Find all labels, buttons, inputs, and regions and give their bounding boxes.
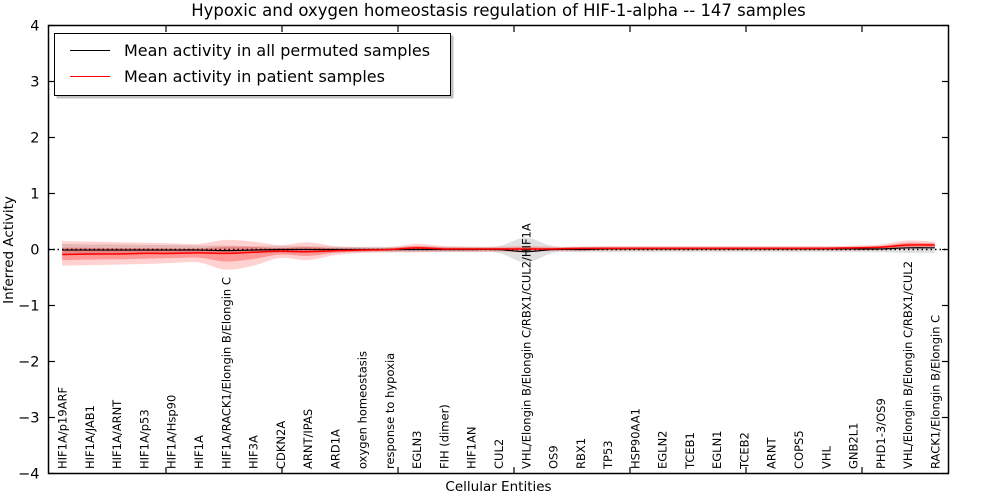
entity-label: oxygen homeostasis: [356, 351, 370, 469]
patient-line-swatch: [70, 76, 110, 78]
entity-label: EGLN2: [656, 430, 670, 469]
y-tick-label: 3: [30, 75, 39, 91]
entity-label: GNB2L1: [847, 423, 861, 469]
entity-label: OS9: [547, 445, 561, 469]
y-tick-label: 0: [30, 243, 39, 259]
y-tick-label: −4: [18, 467, 39, 483]
entity-label: HIF1A: [192, 435, 206, 469]
entity-label: TCEB1: [683, 432, 697, 470]
entity-label: HSP90AA1: [628, 408, 642, 469]
legend-item-permuted: Mean activity in all permuted samples: [55, 41, 450, 60]
entity-label: CUL2: [492, 439, 506, 469]
entity-label: VHL: [819, 445, 833, 469]
band-patient-inner: [62, 242, 935, 262]
series-line-patient: [62, 244, 935, 256]
legend-item-patient: Mean activity in patient samples: [55, 67, 450, 86]
entity-label: HIF3A: [247, 435, 261, 469]
legend: Mean activity in all permuted samples Me…: [54, 33, 451, 96]
entity-label: ARNT/IPAS: [301, 409, 315, 469]
y-tick-label: −3: [18, 411, 39, 427]
legend-label-patient: Mean activity in patient samples: [124, 67, 385, 87]
chart-title: Hypoxic and oxygen homeostasis regulatio…: [191, 1, 806, 20]
entity-label: RACK1/Elongin B/Elongin C: [928, 315, 942, 469]
entity-label: VHL/Elongin B/Elongin C/RBX1/CUL2: [901, 261, 915, 469]
permuted-line-swatch: [70, 49, 110, 51]
entity-label: VHL/Elongin B/Elongin C/RBX1/CUL2/HIF1A: [519, 223, 533, 469]
y-tick-label: −2: [18, 355, 39, 371]
entity-label: HIF1A/RACK1/Elongin B/Elongin C: [219, 277, 233, 469]
entity-label: HIF1A/p53: [137, 409, 151, 469]
entity-label: response to hypoxia: [383, 353, 397, 469]
entity-label: ARD1A: [328, 429, 342, 469]
entity-label: RBX1: [574, 438, 588, 469]
entity-label: CDKN2A: [274, 421, 288, 469]
entity-label: HIF1A/Hsp90: [165, 395, 179, 469]
entity-label: ARNT: [765, 437, 779, 469]
y-tick-label: 2: [30, 131, 39, 147]
entity-label: TCEB2: [737, 432, 751, 470]
entity-label: EGLN3: [410, 430, 424, 469]
y-tick-label: −1: [18, 299, 39, 315]
entity-label: TP53: [601, 440, 615, 470]
legend-label-permuted: Mean activity in all permuted samples: [124, 40, 431, 60]
x-axis-label: Cellular Entities: [445, 479, 552, 495]
entity-label: EGLN1: [710, 430, 724, 469]
entity-label: COPS5: [792, 430, 806, 469]
entity-label: HIF1A/ARNT: [110, 399, 124, 469]
entity-label: HIF1AN: [465, 427, 479, 469]
y-tick-label: 1: [30, 187, 39, 203]
band-patient-outer: [62, 239, 935, 270]
entity-label: HIF1A/JAB1: [83, 405, 97, 469]
entity-label: HIF1A/p19ARF: [56, 387, 70, 469]
y-tick-label: 4: [30, 19, 39, 35]
entity-label: FIH (dimer): [437, 404, 451, 469]
entity-label: PHD1-3/OS9: [874, 398, 888, 469]
